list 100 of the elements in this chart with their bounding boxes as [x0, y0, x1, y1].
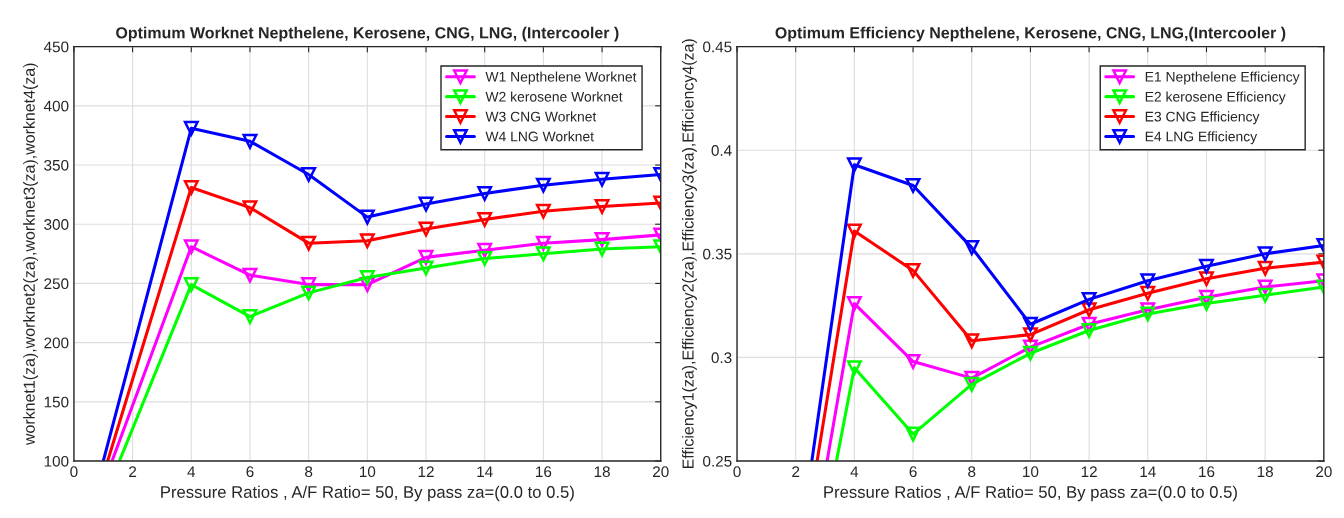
x-tick-label: 0	[733, 466, 741, 478]
point	[535, 246, 551, 262]
legend-label: W1 Nepthelene Worknet	[485, 71, 637, 85]
point	[1140, 306, 1156, 322]
legend-label: E2 kerosene Efficiency	[1145, 91, 1286, 105]
x-tick-label: 6	[909, 466, 917, 478]
point	[1198, 258, 1214, 274]
point	[301, 166, 317, 182]
point	[964, 240, 980, 256]
y-tick-label: 150	[44, 396, 69, 408]
point	[477, 185, 493, 201]
y-tick-label: 0.35	[703, 248, 732, 260]
x-axis-title: Pressure Ratios , A/F Ratio= 50, By pass za=(0.0 to 0.5)	[161, 485, 574, 502]
y-tick-label: 0.25	[703, 455, 732, 467]
point	[905, 262, 921, 278]
point	[1198, 271, 1214, 287]
point	[594, 232, 610, 248]
point	[183, 180, 199, 196]
chart-title: Optimum Efficiency Nepthelene, Kerosene, CNG, LNG,(Intercooler )	[775, 26, 1286, 42]
x-tick-label: 12	[1081, 466, 1097, 477]
x-tick-label: 8	[305, 466, 313, 478]
x-tick-label: 20	[1316, 466, 1332, 478]
x-tick-label: 6	[246, 466, 254, 478]
y-tick-label: 300	[44, 219, 69, 230]
y-tick-label: 0.4	[711, 145, 732, 156]
point	[846, 360, 862, 376]
y-tick-label: 350	[44, 159, 69, 171]
point	[242, 267, 258, 283]
point	[418, 260, 434, 276]
point	[183, 120, 199, 136]
legend-label: E3 CNG Efficiency	[1145, 111, 1260, 125]
legend-label: W2 kerosene Worknet	[485, 91, 623, 102]
legend-label: E4 LNG Efficiency	[1145, 131, 1258, 145]
chart-title: Optimum Worknet Nepthelene, Kerosene, CNG, LNG, (Intercooler )	[116, 26, 619, 42]
x-tick-label: 18	[594, 466, 610, 478]
point	[1257, 246, 1273, 262]
point	[1022, 316, 1038, 332]
point	[1140, 273, 1156, 289]
point	[301, 235, 317, 251]
x-tick-label: 8	[968, 466, 976, 478]
point	[964, 376, 980, 392]
y-tick-label: 200	[44, 337, 69, 349]
x-tick-label: 16	[1199, 466, 1215, 478]
y-tick-label: 0.45	[703, 41, 732, 53]
legend-label: E1 Nepthelene Efficiency	[1145, 71, 1300, 85]
x-tick-label: 14	[1140, 466, 1156, 477]
point	[1022, 345, 1038, 361]
point	[1081, 322, 1097, 338]
point	[846, 296, 862, 312]
x-tick-label: 2	[792, 466, 800, 477]
y-tick-label: 450	[43, 41, 69, 53]
y-tick-label: 0.3	[711, 352, 732, 364]
point	[477, 251, 493, 267]
y-tick-label: 400	[43, 100, 69, 112]
point	[418, 196, 434, 212]
point	[594, 241, 610, 257]
point	[964, 333, 980, 349]
x-tick-label: 4	[187, 466, 196, 477]
point	[418, 221, 434, 237]
point	[242, 309, 258, 325]
point	[905, 426, 921, 442]
x-tick-label: 20	[653, 466, 669, 478]
point	[1081, 291, 1097, 307]
point	[359, 209, 375, 225]
point	[905, 177, 921, 193]
legend-label: W4 LNG Worknet	[485, 131, 594, 142]
y-tick-label: 100	[44, 455, 69, 467]
y-axis-title: worknet1(za),worknet2(za),worknet3(za),worknet4(za)	[23, 63, 39, 446]
point	[1257, 279, 1273, 295]
y-axis-title: Efficiency1(za),Efficiency2(za),Efficiency3(za),Efficiency4(za)	[681, 39, 697, 469]
point	[846, 223, 862, 239]
x-tick-label: 18	[1257, 466, 1273, 478]
y-tick-label: 250	[44, 278, 69, 290]
x-tick-label: 2	[129, 466, 137, 477]
point	[183, 239, 199, 255]
x-axis-title: Pressure Ratios , A/F Ratio= 50, By pass za=(0.0 to 0.5)	[824, 485, 1237, 502]
point	[1257, 260, 1273, 276]
point	[905, 354, 921, 370]
point	[359, 270, 375, 285]
point	[594, 171, 610, 187]
x-tick-label: 16	[536, 466, 552, 478]
x-tick-label: 10	[360, 466, 376, 478]
x-tick-label: 14	[477, 466, 493, 477]
legend-label: W3 CNG Worknet	[485, 111, 597, 122]
point	[242, 133, 258, 149]
point	[477, 211, 493, 227]
point	[594, 198, 610, 214]
point	[846, 157, 862, 173]
x-tick-label: 4	[850, 466, 859, 477]
point	[1257, 287, 1273, 303]
x-tick-label: 12	[418, 466, 434, 477]
point	[535, 203, 551, 219]
point	[535, 177, 551, 193]
point	[183, 277, 199, 293]
point	[301, 285, 317, 301]
point	[242, 200, 258, 216]
point	[359, 233, 375, 249]
point	[1198, 296, 1214, 312]
x-tick-label: 0	[70, 466, 78, 478]
x-tick-label: 10	[1023, 466, 1039, 478]
